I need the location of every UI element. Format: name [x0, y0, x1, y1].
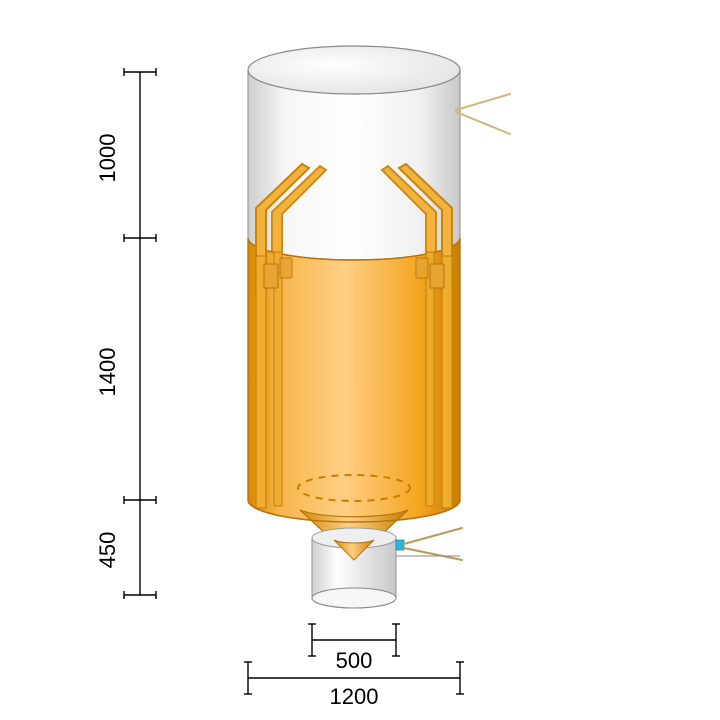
top-tie-strings: [456, 94, 510, 134]
top-cylinder-opening: [248, 46, 460, 94]
dim-label-1200: 1200: [330, 684, 379, 709]
bottom-spout-opening: [312, 588, 396, 608]
dim-label-450: 450: [95, 532, 120, 569]
diagram-canvas: 1000 1400 450 500 1200: [0, 0, 720, 720]
dim-label-1400: 1400: [95, 348, 120, 397]
dim-label-1000: 1000: [95, 134, 120, 183]
dimension-lines-vertical: [124, 68, 156, 599]
dim-label-500: 500: [336, 648, 373, 673]
bottom-tie: [396, 528, 462, 560]
